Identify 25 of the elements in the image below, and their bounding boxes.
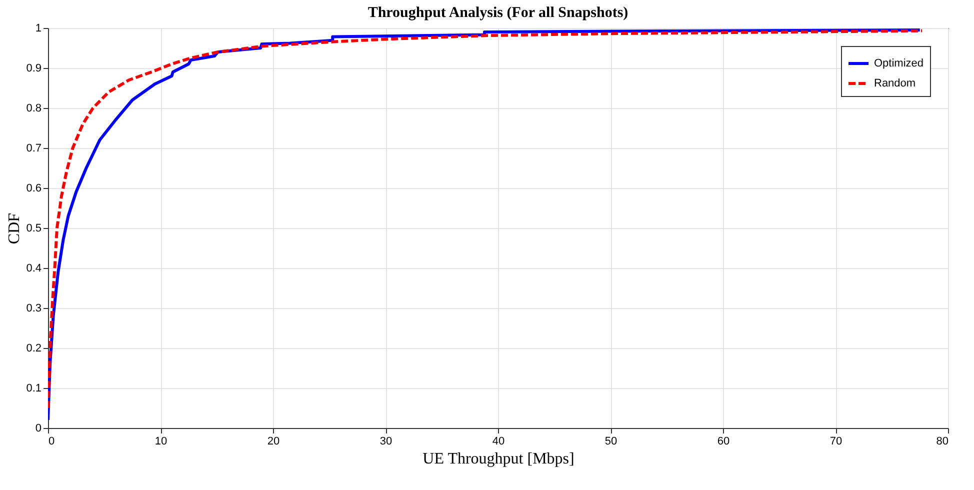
y-tick-label: 0.5 xyxy=(26,222,42,234)
y-tick-label: 0.8 xyxy=(26,102,42,114)
y-tick-label: 0 xyxy=(35,422,42,434)
y-tick-label: 0.6 xyxy=(26,182,42,194)
x-axis-title: UE Throughput [Mbps] xyxy=(422,450,574,468)
y-tick-label: 0.4 xyxy=(26,262,42,274)
x-tick-label: 70 xyxy=(830,436,842,448)
y-tick-label: 0.9 xyxy=(26,62,42,74)
x-tick-label: 30 xyxy=(380,436,392,448)
x-tick-label: 80 xyxy=(936,436,948,448)
y-tick-label: 0.3 xyxy=(26,302,42,314)
x-tick-label: 10 xyxy=(154,436,168,448)
y-tick-label: 1 xyxy=(35,22,42,34)
legend-label: Random xyxy=(874,78,916,90)
x-tick-label: 60 xyxy=(717,436,730,448)
chart-title: Throughput Analysis (For all Snapshots) xyxy=(368,5,628,21)
x-tick-label: 20 xyxy=(267,436,280,448)
x-tick-label: 40 xyxy=(492,436,505,448)
y-axis-title: CDF xyxy=(6,212,24,244)
legend-label: Optimized xyxy=(874,58,924,70)
y-tick-label: 0.2 xyxy=(26,342,42,354)
y-tick-label: 0.7 xyxy=(26,142,42,154)
y-tick-label: 0.1 xyxy=(26,382,42,394)
x-tick-label: 0 xyxy=(48,436,55,448)
x-tick-label: 50 xyxy=(604,436,618,448)
